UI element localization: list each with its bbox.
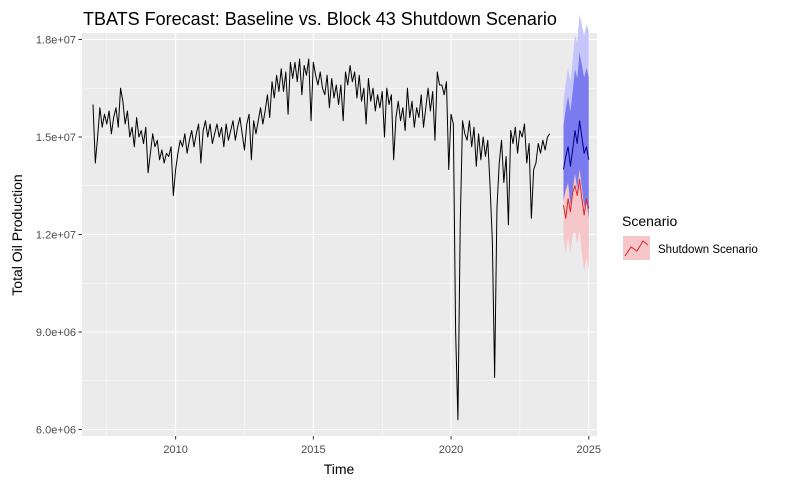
y-tick-label: 1.2e+07 [36, 230, 76, 242]
y-tick-label: 9.0e+06 [36, 327, 76, 339]
legend-key-line [624, 240, 649, 257]
legend-label-shutdown: Shutdown Scenario [658, 244, 758, 256]
x-tick-label: 2025 [576, 444, 600, 456]
x-tick-label: 2020 [439, 444, 463, 456]
series-lines [92, 58, 590, 421]
chart-title: TBATS Forecast: Baseline vs. Block 43 Sh… [83, 9, 557, 29]
x-axis: 2010 2015 2020 2025 [163, 436, 601, 456]
y-axis-title: Total Oil Production [9, 174, 25, 295]
major-gridlines [82, 33, 597, 436]
y-tick-label: 1.8e+07 [36, 35, 76, 47]
legend-key-shutdown [623, 236, 650, 260]
shutdown-forecast-line [562, 178, 590, 219]
y-axis: 6.0e+06 9.0e+06 1.2e+07 1.5e+07 1.8e+07 [36, 35, 82, 437]
x-axis-title: Time [324, 461, 355, 477]
legend: Scenario Shutdown Scenario [622, 213, 758, 260]
x-tick-label: 2010 [163, 444, 187, 456]
y-tick-label: 1.5e+07 [36, 132, 76, 144]
baseline-forecast-line [562, 120, 590, 170]
legend-title: Scenario [622, 213, 677, 229]
x-tick-label: 2015 [301, 444, 325, 456]
history-line [92, 58, 551, 421]
y-tick-label: 6.0e+06 [36, 425, 76, 437]
